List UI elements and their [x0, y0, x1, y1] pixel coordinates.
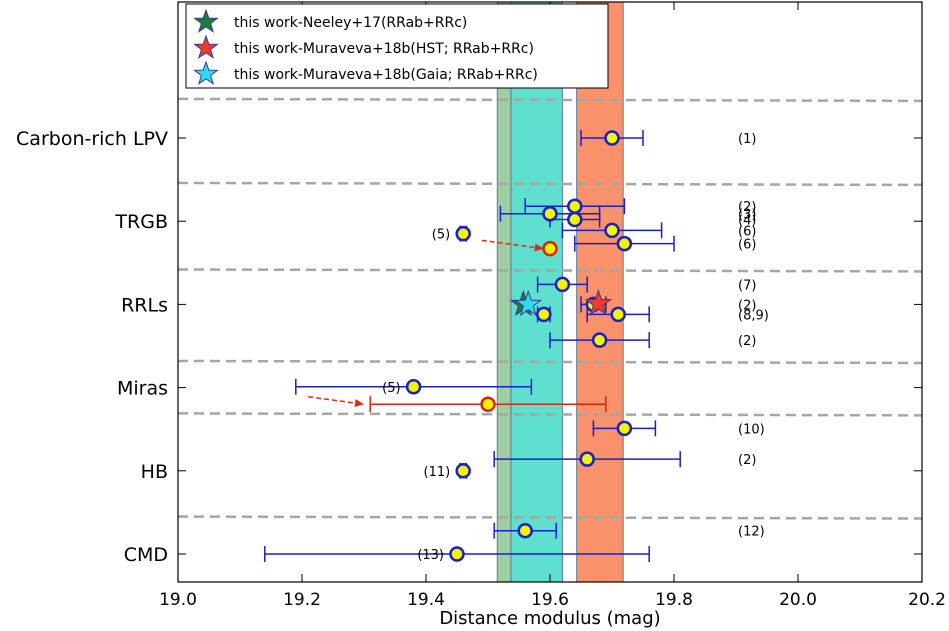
y-tick-label-0: Carbon-rich LPV: [16, 128, 168, 150]
y-axis-ticks: Carbon-rich LPV TRGB RRLs Miras HB CMD: [16, 128, 922, 566]
data-point-19: [449, 546, 465, 562]
arrows: [308, 239, 544, 408]
ref-label-1: (2): [738, 200, 756, 215]
reference-labels: (1)(2)(3)(4)(6)(6)(5)(7)(2)(8,9)(2)(5)(1…: [382, 132, 769, 563]
arrow-head-1: [354, 399, 364, 408]
legend-star-1: [193, 34, 219, 59]
separator-4: [177, 412, 923, 417]
ref-label-12: (2): [738, 334, 756, 349]
band-1: [510, 1, 563, 583]
data-point-3: [567, 211, 583, 228]
data-point-15: [616, 420, 633, 437]
data-point-6: [455, 225, 471, 242]
ref-label-17: (11): [424, 465, 451, 480]
ref-label-6: (5): [432, 228, 450, 243]
data-point-8: [554, 276, 571, 293]
ref-label-4: (6): [738, 224, 756, 239]
data-point-14: [480, 396, 496, 412]
separator-1: [177, 181, 923, 187]
arrow-head-0: [534, 243, 544, 252]
data-point-10: [536, 306, 552, 323]
separator-0: [177, 97, 923, 103]
separator-2: [177, 268, 923, 273]
ref-label-3: (4): [738, 214, 756, 229]
x-tick-label-0: 19.0: [159, 590, 197, 610]
legend: this work-Neeley+17(RRab+RRc) this work-M…: [185, 3, 609, 89]
legend-label-0: this work-Neeley+17(RRab+RRc): [234, 15, 467, 31]
data-point-17: [455, 463, 471, 479]
data-point-0: [604, 130, 620, 146]
ref-label-16: (2): [738, 453, 756, 468]
star-marker-1: [584, 289, 613, 316]
x-tick-label-4: 19.8: [655, 590, 693, 610]
legend-star-2: [193, 60, 219, 85]
data-point-7: [542, 240, 558, 257]
dashed-separators: [177, 97, 923, 520]
arrow-line-0: [481, 239, 544, 250]
y-tick-label-1: TRGB: [114, 211, 168, 233]
data-point-13: [405, 379, 422, 395]
uncertainty-bands: [496, 1, 624, 583]
ref-label-13: (5): [382, 381, 400, 396]
y-tick-label-4: HB: [141, 461, 168, 483]
legend-box: [185, 3, 609, 89]
ref-label-19: (13): [417, 548, 444, 563]
band-0: [496, 1, 512, 583]
x-tick-label-5: 20.0: [779, 590, 817, 610]
y-tick-label-3: Miras: [117, 378, 168, 400]
data-point-5: [616, 235, 633, 252]
ref-label-8: (7): [738, 278, 756, 293]
ref-label-15: (10): [738, 422, 765, 437]
ref-label-5: (6): [738, 238, 756, 253]
ref-label-0: (1): [738, 132, 756, 147]
x-tick-label-3: 19.6: [531, 590, 569, 610]
band-2: [576, 1, 624, 583]
x-axis-ticks: 19.0 19.2 19.4 19.6 19.8 20.0 20.2: [159, 2, 946, 610]
data-point-16: [579, 451, 595, 467]
separator-5: [177, 515, 923, 520]
y-tick-label-5: CMD: [124, 544, 168, 566]
ref-label-9: (2): [738, 298, 756, 313]
ref-label-18: (12): [738, 525, 765, 540]
x-tick-label-2: 19.4: [407, 590, 445, 610]
arrow-line-1: [308, 396, 365, 405]
markers: [405, 130, 633, 562]
ref-label-11: (8,9): [738, 308, 769, 323]
ref-label-2: (3): [738, 208, 756, 223]
legend-label-1: this work-Muraveva+18b(HST; RRab+RRc): [234, 41, 534, 57]
x-tick-label-6: 20.2: [908, 590, 946, 610]
data-point-11: [610, 306, 626, 323]
data-point-4: [604, 222, 620, 239]
stars: [509, 289, 613, 317]
data-point-12: [591, 332, 608, 348]
legend-label-2: this work-Muraveva+18b(Gaia; RRab+RRc): [234, 67, 538, 83]
x-tick-label-1: 19.2: [283, 590, 321, 610]
y-tick-label-2: RRLs: [121, 294, 168, 316]
data-point-1: [567, 198, 583, 214]
legend-star-0: [193, 8, 219, 33]
x-axis-label: Distance modulus (mag): [439, 608, 660, 629]
data-point-18: [517, 522, 533, 539]
star-marker-2: [514, 289, 543, 317]
separator-3: [177, 359, 923, 365]
data-point-2: [542, 205, 558, 222]
